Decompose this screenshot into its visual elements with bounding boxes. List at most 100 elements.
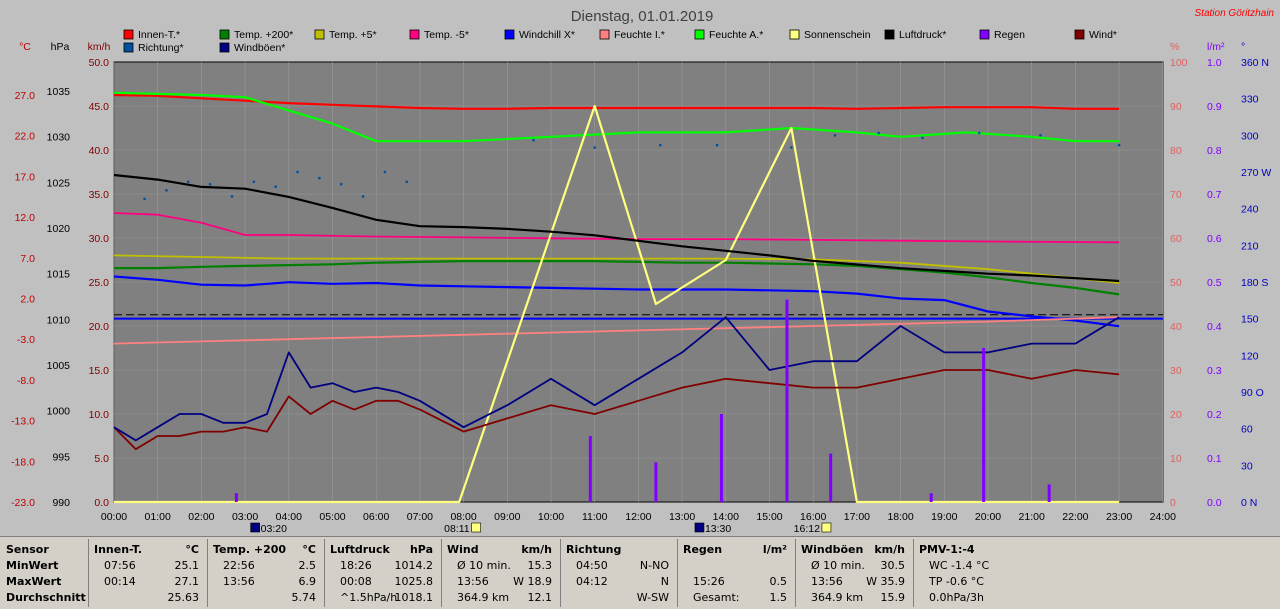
stats-value: 1018.1 <box>394 591 434 604</box>
stats-row: MaxWert <box>6 574 80 590</box>
stats-block: PMV-1:-4 WC -1.4 °C TP -0.6 °C 0.0hPa/3h <box>913 537 1013 609</box>
stats-row: 04:50 N-NO <box>566 558 669 574</box>
left-axis-tick: -8.0 <box>17 375 35 387</box>
direction-point <box>318 176 321 180</box>
stats-header: Sensor <box>6 542 80 558</box>
stats-value: W 35.9 <box>866 575 905 588</box>
series-windb-en <box>113 316 1120 442</box>
right-axis-tick: 70 <box>1170 189 1182 201</box>
stats-unit: °C <box>185 543 199 556</box>
legend-swatch <box>123 42 134 53</box>
stats-row: 364.9 km 12.1 <box>447 590 552 606</box>
series-windchill-x <box>113 275 1120 328</box>
stats-label: 0.0hPa/3h <box>929 591 985 604</box>
legend-swatch <box>979 29 990 40</box>
right-axis-tick: 0.7 <box>1207 189 1222 201</box>
stats-separator <box>88 539 89 607</box>
stats-row: TP -0.6 °C <box>919 574 1005 590</box>
stats-value: W-SW <box>636 591 669 604</box>
legend-swatch <box>504 29 515 40</box>
legend-swatch <box>599 29 610 40</box>
stats-row: Gesamt: 1.5 <box>683 590 787 606</box>
legend-item: Windböen* <box>219 42 285 54</box>
legend-label: Feuchte I.* <box>614 29 665 41</box>
stats-unit: km/h <box>521 543 552 556</box>
right-axis-tick: 0.4 <box>1207 321 1222 333</box>
legend-swatch <box>123 29 134 40</box>
series-sonnenschein <box>114 104 1120 504</box>
right-axis-tick: 50 <box>1170 277 1182 289</box>
direction-point <box>252 180 256 184</box>
direction-point <box>977 131 981 135</box>
stats-block: Windböen km/h Ø 10 min. 30.5 13:56 W 35.9 364.… <box>795 537 913 609</box>
stats-block: Luftdruck hPa 18:26 1014.2 00:08 1025.8 ^1.5hP… <box>324 537 441 609</box>
x-axis-tick: 05:00 <box>319 511 345 523</box>
stats-value: 30.5 <box>880 559 906 572</box>
left-axis-tick: 1005 <box>47 360 71 372</box>
stats-label: 364.9 km <box>811 591 864 604</box>
stats-label: 00:08 <box>340 575 372 588</box>
left-axis-tick: -23.0 <box>11 497 35 509</box>
stats-label: 04:12 <box>576 575 608 588</box>
stats-title: Temp. +200 <box>213 543 287 556</box>
stats-header: PMV-1:-4 <box>919 542 1005 558</box>
legend-swatch <box>884 29 895 40</box>
left-axis-tick: 15.0 <box>89 365 110 377</box>
x-axis-tick: 07:00 <box>407 511 433 523</box>
series-temp-5 <box>113 212 1120 244</box>
stats-label: 04:50 <box>576 559 608 572</box>
stats-title: Innen-T. <box>94 543 143 556</box>
stats-label: 18:26 <box>340 559 372 572</box>
left-axis-tick: 40.0 <box>89 145 110 157</box>
stats-row: 18:26 1014.2 <box>330 558 433 574</box>
legend-swatch <box>219 42 230 53</box>
sunrise-icon: 08:11 <box>444 522 481 535</box>
x-axis-tick: 10:00 <box>538 511 564 523</box>
x-event-time: 03:20 <box>261 523 287 535</box>
legend-swatch <box>314 29 325 40</box>
stats-header: Richtung <box>566 542 669 558</box>
stats-row: ^1.5hPa/h 1018.1 <box>330 590 433 606</box>
weather-chart: Dienstag, 01.01.2019 Station Göritzhain … <box>11 8 1275 535</box>
stats-label: 22:56 <box>223 559 255 572</box>
legend-swatch <box>1074 29 1085 40</box>
legend-label: Regen <box>994 29 1025 41</box>
right-axis-tick: 360 N <box>1241 57 1269 69</box>
x-axis-tick: 06:00 <box>363 511 389 523</box>
stats-block: Regen l/m² 15:26 0.5 Gesamt: 1.5 <box>677 537 795 609</box>
legend-item: Sonnenschein <box>789 29 871 41</box>
x-axis-tick: 02:00 <box>188 511 214 523</box>
right-axis-tick: 100 <box>1170 57 1188 69</box>
stats-separator <box>913 539 914 607</box>
right-axis-unit: % <box>1170 41 1179 53</box>
stats-row: 00:14 27.1 <box>94 574 199 590</box>
legend-swatch <box>409 29 420 40</box>
x-event-time: 08:11 <box>444 523 470 535</box>
x-axis-tick: 01:00 <box>145 511 171 523</box>
legend-item: Feuchte A.* <box>694 29 763 41</box>
direction-point <box>186 180 190 184</box>
x-axis-tick: 13:00 <box>669 511 695 523</box>
stats-value: 5.74 <box>291 591 317 604</box>
direction-point <box>274 185 277 188</box>
legend-label: Richtung* <box>138 42 184 54</box>
stats-header: Windböen km/h <box>801 542 905 558</box>
stats-title: Wind <box>447 543 479 556</box>
x-axis-tick: 16:00 <box>800 511 826 523</box>
stats-value: 6.9 <box>298 575 317 588</box>
stats-value: 15.3 <box>527 559 553 572</box>
stats-value: 1.5 <box>769 591 788 604</box>
direction-point <box>339 182 343 186</box>
stats-value: 12.1 <box>527 591 553 604</box>
x-axis-tick: 19:00 <box>931 511 957 523</box>
grid <box>113 62 1164 502</box>
right-axis-tick: 10 <box>1170 453 1182 465</box>
stats-label: MinWert <box>6 559 59 572</box>
left-axis-tick: 1035 <box>47 86 71 98</box>
stats-header: Wind km/h <box>447 542 552 558</box>
left-axis-tick: 2.0 <box>20 294 35 306</box>
stats-row: 5.74 <box>213 590 317 606</box>
stats-row: WC -1.4 °C <box>919 558 1005 574</box>
stats-unit: km/h <box>874 543 905 556</box>
stats-value: N-NO <box>639 559 669 572</box>
